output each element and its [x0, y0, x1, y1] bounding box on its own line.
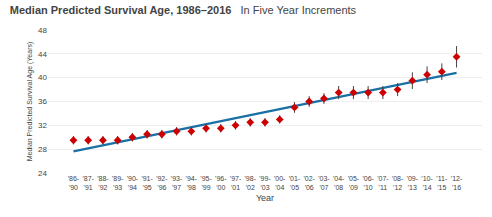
svg-text:'97-'01: '97-'01: [230, 175, 242, 191]
svg-text:'89-'93: '89-'93: [112, 175, 124, 191]
svg-text:'88-'92: '88-'92: [97, 175, 109, 191]
svg-text:'90-'94: '90-'94: [127, 175, 139, 191]
svg-text:'12-'16: '12-'16: [451, 175, 463, 191]
svg-text:44: 44: [38, 50, 47, 59]
svg-text:Median Predicted Survival Age: Median Predicted Survival Age (Years): [26, 42, 34, 162]
svg-text:'99-'03: '99-'03: [259, 175, 271, 191]
svg-text:40: 40: [38, 73, 47, 82]
svg-text:'98-'02: '98-'02: [245, 175, 257, 191]
svg-text:'08-'12: '08-'12: [392, 175, 404, 191]
svg-text:'94-'98: '94-'98: [186, 175, 198, 191]
svg-text:'06-'10: '06-'10: [362, 175, 374, 191]
svg-text:'92-'96: '92-'96: [156, 175, 168, 191]
svg-text:'93-'97: '93-'97: [171, 175, 183, 191]
svg-text:24: 24: [38, 169, 47, 178]
svg-text:'87-'91: '87-'91: [82, 175, 94, 191]
svg-text:'11-'15: '11-'15: [436, 175, 448, 191]
svg-text:'03-'07: '03-'07: [318, 175, 330, 191]
svg-text:'05-'09: '05-'09: [348, 175, 360, 191]
svg-text:'02-'06: '02-'06: [303, 175, 315, 191]
svg-text:'09-'13: '09-'13: [407, 175, 419, 191]
svg-text:36: 36: [38, 97, 47, 106]
svg-text:'04-'08: '04-'08: [333, 175, 345, 191]
svg-text:28: 28: [38, 145, 47, 154]
svg-text:'91-'95: '91-'95: [141, 175, 153, 191]
svg-text:Median Predicted Survival Age,: Median Predicted Survival Age, 1986–2016…: [10, 4, 357, 16]
svg-text:32: 32: [38, 121, 47, 130]
svg-text:'96-'00: '96-'00: [215, 175, 227, 191]
svg-text:'95-'99: '95-'99: [200, 175, 212, 191]
svg-text:'00-'04: '00-'04: [274, 175, 286, 191]
svg-text:'10-'14: '10-'14: [421, 175, 433, 191]
svg-text:48: 48: [38, 26, 47, 35]
svg-text:Year: Year: [256, 193, 274, 203]
svg-text:'01-'05: '01-'05: [289, 175, 301, 191]
svg-text:'07-'11: '07-'11: [377, 175, 389, 191]
svg-text:'86-'90: '86-'90: [68, 175, 80, 191]
